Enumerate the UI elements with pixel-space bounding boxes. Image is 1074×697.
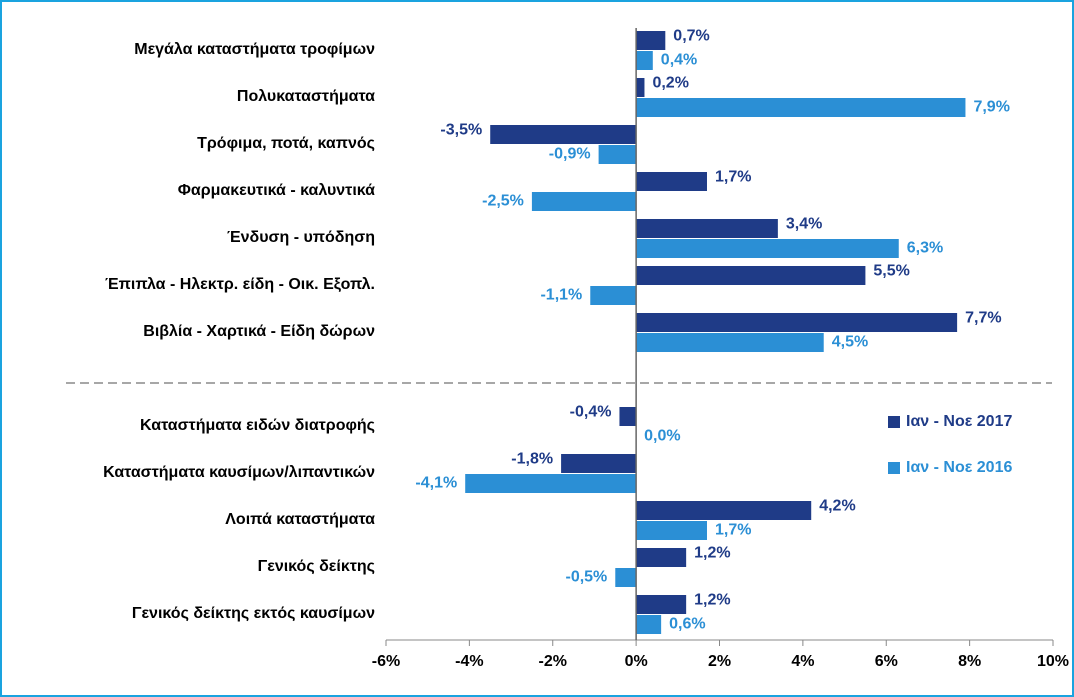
value-label: 1,2% <box>694 592 730 609</box>
bar <box>636 239 899 258</box>
value-label: 1,7% <box>715 522 751 539</box>
bar <box>636 313 958 332</box>
category-label: Φαρμακευτικά - καλυντικά <box>178 182 375 199</box>
bar <box>590 286 637 305</box>
value-label: 4,5% <box>832 334 868 351</box>
bar <box>561 454 637 473</box>
value-label: -3,5% <box>440 122 482 139</box>
bar <box>465 474 637 493</box>
value-label: 0,7% <box>673 28 709 45</box>
bar <box>636 333 824 352</box>
legend-label: Ιαν - Νοε 2016 <box>906 459 1012 476</box>
value-label: -0,9% <box>549 146 591 163</box>
value-label: -4,1% <box>415 475 457 492</box>
bar <box>636 548 687 567</box>
value-label: -0,4% <box>570 404 612 421</box>
x-tick-label: 2% <box>708 653 731 670</box>
x-tick-label: -6% <box>372 653 400 670</box>
value-label: 1,7% <box>715 169 751 186</box>
x-tick-label: 6% <box>875 653 898 670</box>
bar <box>619 407 637 426</box>
category-label: Πολυκαταστήματα <box>237 88 375 105</box>
x-tick-label: -2% <box>539 653 567 670</box>
value-label: 6,3% <box>907 240 943 257</box>
bar <box>636 31 666 50</box>
value-label: 4,2% <box>819 498 855 515</box>
value-label: -0,5% <box>565 569 607 586</box>
x-tick-label: 0% <box>625 653 648 670</box>
x-tick-label: 8% <box>958 653 981 670</box>
legend-swatch <box>888 462 900 474</box>
category-label: Βιβλία - Χαρτικά - Είδη δώρων <box>143 323 375 340</box>
bar <box>636 521 707 540</box>
bar <box>636 266 866 285</box>
category-label: Μεγάλα καταστήματα τροφίμων <box>134 41 375 58</box>
category-label: Γενικός δείκτης εκτός καυσίμων <box>132 605 375 622</box>
bar <box>615 568 637 587</box>
legend-swatch <box>888 416 900 428</box>
value-label: 5,5% <box>873 263 909 280</box>
x-tick-label: -4% <box>455 653 483 670</box>
bar <box>636 219 778 238</box>
category-label: Λοιπά καταστήματα <box>225 511 375 528</box>
bar <box>636 98 966 117</box>
value-label: -2,5% <box>482 193 524 210</box>
category-label: Τρόφιμα, ποτά, καπνός <box>197 135 375 152</box>
value-label: -1,1% <box>540 287 582 304</box>
value-label: 7,7% <box>965 310 1001 327</box>
value-label: 0,6% <box>669 616 705 633</box>
bar <box>636 78 645 97</box>
bar <box>531 192 637 211</box>
category-label: Καταστήματα καυσίμων/λιπαντικών <box>103 464 375 481</box>
value-label: 0,2% <box>652 75 688 92</box>
value-label: 1,2% <box>694 545 730 562</box>
value-label: 0,0% <box>644 428 680 445</box>
legend-label: Ιαν - Νοε 2017 <box>906 413 1012 430</box>
bar <box>598 145 637 164</box>
category-label: Γενικός δείκτης <box>258 558 375 575</box>
value-label: 7,9% <box>973 99 1009 116</box>
bar <box>636 501 812 520</box>
category-label: Καταστήματα ειδών διατροφής <box>140 417 375 434</box>
value-label: 0,4% <box>661 52 697 69</box>
bar <box>636 51 653 70</box>
x-tick-label: 10% <box>1037 653 1069 670</box>
bar <box>636 615 662 634</box>
category-label: Ένδυση - υπόδηση <box>227 229 375 246</box>
value-label: 3,4% <box>786 216 822 233</box>
x-tick-label: 4% <box>791 653 814 670</box>
bar <box>636 172 707 191</box>
category-label: Έπιπλα - Ηλεκτρ. είδη - Οικ. Εξοπλ. <box>105 276 375 293</box>
value-label: -1,8% <box>511 451 553 468</box>
bar <box>636 595 687 614</box>
bar <box>490 125 637 144</box>
